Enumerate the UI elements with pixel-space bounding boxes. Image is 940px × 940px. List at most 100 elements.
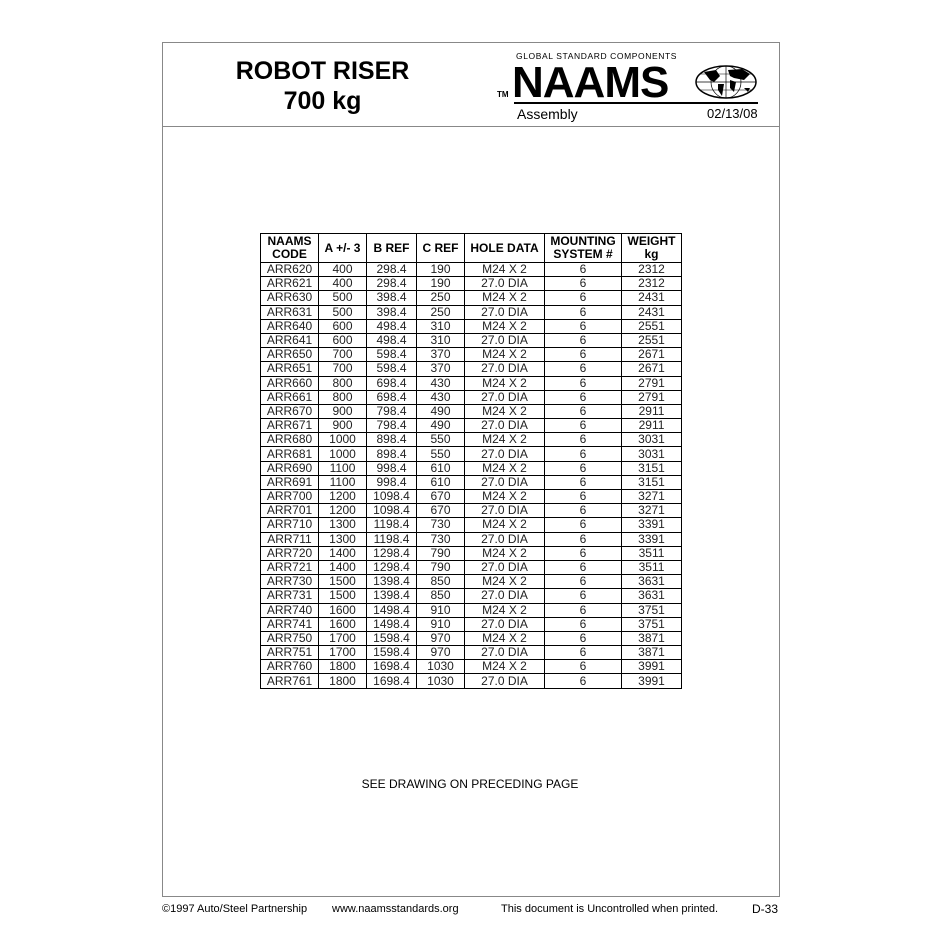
column-header: HOLE DATA <box>464 233 545 263</box>
table-cell: 27.0 DIA <box>464 276 545 292</box>
column-header: NAAMS CODE <box>260 233 319 263</box>
table-row: ARR680 1000 898.4 550 M24 X 2 6 3031 <box>260 432 682 448</box>
table-cell: 6 <box>544 474 622 491</box>
table-row: ARR651 700 598.4 370 27.0 DIA 6 2671 <box>260 361 682 377</box>
footer-copyright: ©1997 Auto/Steel Partnership <box>162 903 308 915</box>
header-text: B REF <box>373 240 410 255</box>
table-cell: 2551 <box>621 332 682 349</box>
table-cell: 6 <box>544 488 622 505</box>
table-cell: 3871 <box>621 630 682 647</box>
table-cell: 800 <box>318 389 367 405</box>
table-cell: 1600 <box>318 602 367 618</box>
table-cell: 898.4 <box>366 446 417 462</box>
table-cell: 27.0 DIA <box>464 418 545 434</box>
table-row: ARR661 800 698.4 430 27.0 DIA 6 2791 <box>260 389 682 405</box>
table-cell: ARR740 <box>260 602 319 618</box>
table-cell: 27.0 DIA <box>464 531 545 547</box>
table-cell: ARR720 <box>260 545 319 561</box>
table-cell: 1298.4 <box>366 559 417 576</box>
table-cell: 500 <box>318 304 367 320</box>
table-cell: 27.0 DIA <box>464 304 545 320</box>
column-header: MOUNTING SYSTEM # <box>544 233 622 263</box>
table-cell: 430 <box>416 375 465 391</box>
table-cell: 3511 <box>621 559 682 576</box>
table-row: ARR751 1700 1598.4 970 27.0 DIA 6 3871 <box>260 645 682 661</box>
table-cell: 3751 <box>621 602 682 618</box>
table-cell: 250 <box>416 290 465 306</box>
header-text: kg <box>644 247 659 261</box>
table-row: ARR631 500 398.4 250 27.0 DIA 6 2431 <box>260 304 682 320</box>
table-cell: 27.0 DIA <box>464 616 545 632</box>
table-cell: 1030 <box>416 659 465 675</box>
table-cell: 1200 <box>318 488 367 505</box>
table-cell: 1098.4 <box>366 488 417 505</box>
table-cell: 6 <box>544 290 622 306</box>
table-cell: 6 <box>544 361 622 377</box>
table-cell: 398.4 <box>366 290 417 306</box>
table-cell: 27.0 DIA <box>464 673 545 689</box>
table-cell: 800 <box>318 375 367 391</box>
table-cell: ARR690 <box>260 460 319 476</box>
table-cell: M24 X 2 <box>464 318 545 334</box>
table-cell: 6 <box>544 503 622 519</box>
table-cell: 2312 <box>621 276 682 292</box>
header-text: MOUNTING <box>550 234 616 248</box>
table-cell: 1000 <box>318 446 367 462</box>
riser-spec-table: NAAMS CODE A +/- 3 B REF C REF HOLE DATA MOUNT… <box>260 233 682 689</box>
table-cell: 970 <box>416 630 465 647</box>
table-cell: 6 <box>544 375 622 391</box>
table-cell: M24 X 2 <box>464 432 545 448</box>
table-cell: ARR661 <box>260 389 319 405</box>
table-cell: 3751 <box>621 616 682 632</box>
table-cell: 27.0 DIA <box>464 645 545 661</box>
table-cell: 498.4 <box>366 332 417 349</box>
table-cell: 6 <box>544 460 622 476</box>
table-cell: 1698.4 <box>366 673 417 689</box>
table-cell: 3631 <box>621 574 682 590</box>
table-cell: M24 X 2 <box>464 261 545 278</box>
table-cell: 2911 <box>621 418 682 434</box>
header-divider <box>162 126 780 127</box>
logo-underline <box>514 102 758 104</box>
table-cell: M24 X 2 <box>464 375 545 391</box>
table-cell: 1398.4 <box>366 574 417 590</box>
table-cell: 6 <box>544 276 622 292</box>
table-cell: ARR651 <box>260 361 319 377</box>
table-cell: 6 <box>544 645 622 661</box>
table-cell: M24 X 2 <box>464 659 545 675</box>
table-cell: 27.0 DIA <box>464 503 545 519</box>
table-cell: 27.0 DIA <box>464 361 545 377</box>
table-row: ARR630 500 398.4 250 M24 X 2 6 2431 <box>260 290 682 306</box>
table-cell: 6 <box>544 531 622 547</box>
table-cell: 2312 <box>621 261 682 278</box>
table-cell: ARR750 <box>260 630 319 647</box>
header-text: SYSTEM # <box>553 247 613 261</box>
table-cell: 3991 <box>621 673 682 689</box>
naams-logo: NAAMS <box>512 58 669 107</box>
table-cell: 850 <box>416 574 465 590</box>
table-cell: 698.4 <box>366 389 417 405</box>
table-cell: 1298.4 <box>366 545 417 561</box>
table-cell: 6 <box>544 318 622 334</box>
table-cell: ARR761 <box>260 673 319 689</box>
table-cell: 600 <box>318 318 367 334</box>
table-cell: 6 <box>544 403 622 420</box>
table-cell: ARR630 <box>260 290 319 306</box>
table-cell: 1598.4 <box>366 645 417 661</box>
table-cell: 1098.4 <box>366 503 417 519</box>
table-row: ARR760 1800 1698.4 1030 M24 X 2 6 3991 <box>260 659 682 675</box>
table-cell: M24 X 2 <box>464 403 545 420</box>
table-cell: M24 X 2 <box>464 488 545 505</box>
table-cell: 490 <box>416 403 465 420</box>
table-cell: 1200 <box>318 503 367 519</box>
title-line1: ROBOT RISER <box>235 57 410 85</box>
table-cell: 6 <box>544 517 622 533</box>
table-cell: 500 <box>318 290 367 306</box>
table-cell: 1198.4 <box>366 531 417 547</box>
table-row: ARR671 900 798.4 490 27.0 DIA 6 2911 <box>260 418 682 434</box>
table-cell: 670 <box>416 488 465 505</box>
table-row: ARR741 1600 1498.4 910 27.0 DIA 6 3751 <box>260 616 682 632</box>
table-cell: 1498.4 <box>366 616 417 632</box>
table-cell: 598.4 <box>366 347 417 363</box>
column-header: A +/- 3 <box>318 233 367 263</box>
